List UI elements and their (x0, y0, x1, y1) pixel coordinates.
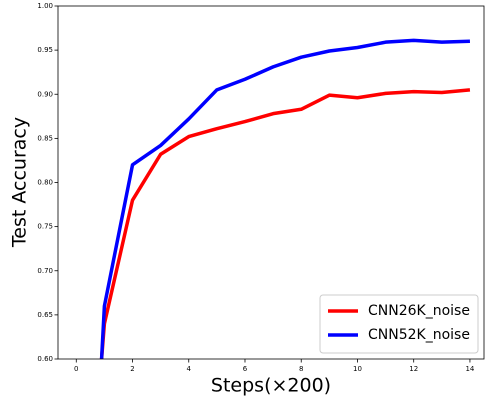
y-tick-label: 0.80 (37, 179, 53, 187)
line (99, 38, 470, 359)
legend-label: CNN52K_noise (368, 327, 470, 343)
x-tick-label: 14 (465, 365, 474, 373)
x-axis-label: Steps(×200) (211, 375, 331, 397)
x-tick-label: 0 (74, 365, 78, 373)
y-tick-label: 0.95 (37, 46, 53, 54)
y-tick-label: 1.00 (37, 2, 53, 10)
legend-label: CNN26K_noise (368, 303, 470, 319)
legend-box (319, 294, 479, 354)
x-tick-label: 10 (353, 365, 362, 373)
x-tick-label: 8 (299, 365, 303, 373)
x-tick-label: 4 (187, 365, 192, 373)
y-tick-label: 0.70 (37, 267, 53, 275)
plot-frame (57, 5, 485, 360)
y-tick-label: 0.75 (37, 223, 53, 231)
y-axis-label: Test Accuracy (9, 117, 31, 248)
line (99, 88, 471, 359)
x-tick-label: 12 (409, 365, 418, 373)
y-tick-label: 0.85 (37, 134, 53, 142)
x-tick-label: 2 (130, 365, 134, 373)
plot-lines (99, 38, 471, 359)
y-tick-label: 0.65 (37, 311, 53, 319)
x-tick-label: 6 (243, 365, 248, 373)
y-tick-label: 0.90 (37, 90, 53, 98)
y-tick-label: 0.60 (37, 355, 53, 363)
